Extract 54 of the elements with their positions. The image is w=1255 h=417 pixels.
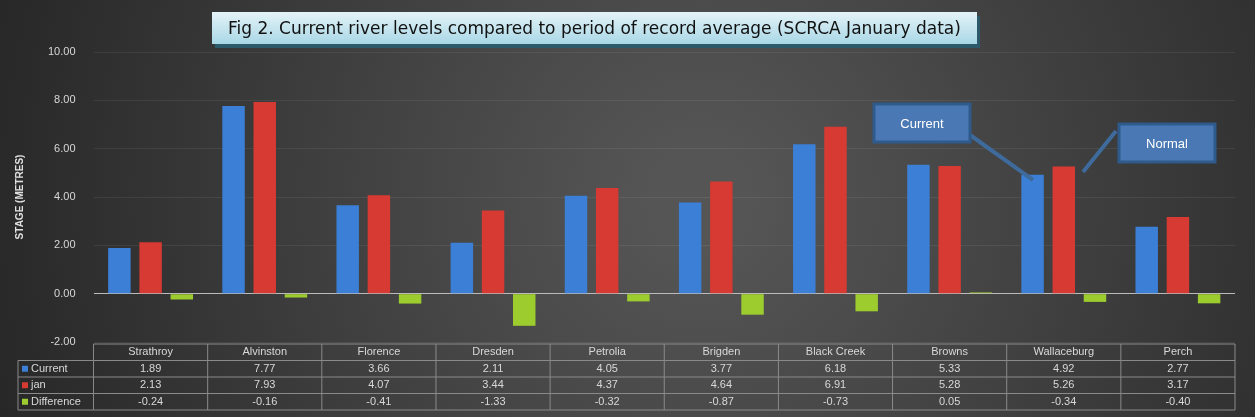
- data-label: 7.93: [254, 378, 276, 391]
- x-tick-label: Perch: [1163, 345, 1193, 358]
- data-label: -0.73: [822, 394, 849, 407]
- annotation: Current: [900, 116, 945, 131]
- data-label: -0.87: [708, 394, 734, 407]
- data-label: -0.24: [138, 394, 164, 407]
- data-label: 2.11: [482, 361, 504, 374]
- data-label: 1.89: [139, 361, 162, 374]
- x-tick-label: Strathroy: [128, 345, 174, 358]
- data-label: 5.33: [938, 361, 961, 374]
- x-tick-label: Browns: [931, 345, 969, 358]
- chart-title: Fig 2. Current river levels compared to period of record average (SCRCA January data): [212, 12, 977, 44]
- y-tick-label: 0.00: [54, 286, 76, 299]
- data-label: 5.26: [1053, 378, 1075, 391]
- legend-label: jan: [30, 378, 46, 391]
- data-label: -0.40: [1165, 394, 1191, 407]
- data-label: 4.07: [368, 378, 390, 391]
- x-tick-label: Petrolia: [588, 345, 627, 358]
- data-label: -1.33: [480, 394, 506, 407]
- data-label: 6.91: [824, 378, 847, 391]
- y-tick-label: 8.00: [54, 93, 76, 106]
- legend-label: Difference: [31, 394, 81, 407]
- x-tick-label: Brigden: [702, 345, 741, 358]
- data-label: 4.37: [596, 378, 618, 391]
- data-label: 0.05: [938, 394, 961, 407]
- x-tick-label: Florence: [357, 345, 401, 358]
- data-label: 3.77: [710, 361, 733, 374]
- x-tick-label: Black Creek: [805, 345, 866, 358]
- data-label: 3.44: [482, 378, 504, 391]
- data-label: -0.16: [252, 394, 278, 407]
- data-label: 4.64: [710, 378, 733, 391]
- data-label: 6.18: [824, 361, 847, 374]
- data-label: -0.32: [594, 394, 620, 407]
- data-label: -0.34: [1051, 394, 1077, 407]
- data-label: 5.28: [938, 378, 961, 391]
- y-axis-title: STAGE (METRES): [13, 154, 25, 240]
- x-tick-label: Dresden: [472, 345, 514, 358]
- y-tick-label: 6.00: [54, 141, 76, 154]
- data-label: 2.13: [139, 378, 162, 391]
- data-label: 3.17: [1167, 378, 1189, 391]
- x-tick-label: Wallaceburg: [1033, 345, 1095, 358]
- data-label: 2.77: [1167, 361, 1189, 374]
- annotation: Normal: [1146, 136, 1189, 151]
- data-label: -0.41: [366, 394, 392, 407]
- y-tick-label: 4.00: [54, 190, 76, 203]
- y-tick-label: 2.00: [54, 238, 76, 251]
- y-tick-label: 10.00: [48, 45, 76, 58]
- data-label: 7.77: [254, 361, 276, 374]
- data-label: 4.05: [596, 361, 618, 374]
- legend-label: Current: [31, 361, 68, 374]
- x-tick-label: Alvinston: [242, 345, 288, 358]
- data-label: 3.66: [368, 361, 390, 374]
- y-tick-label: -2.00: [50, 335, 76, 348]
- data-label: 4.92: [1053, 361, 1075, 374]
